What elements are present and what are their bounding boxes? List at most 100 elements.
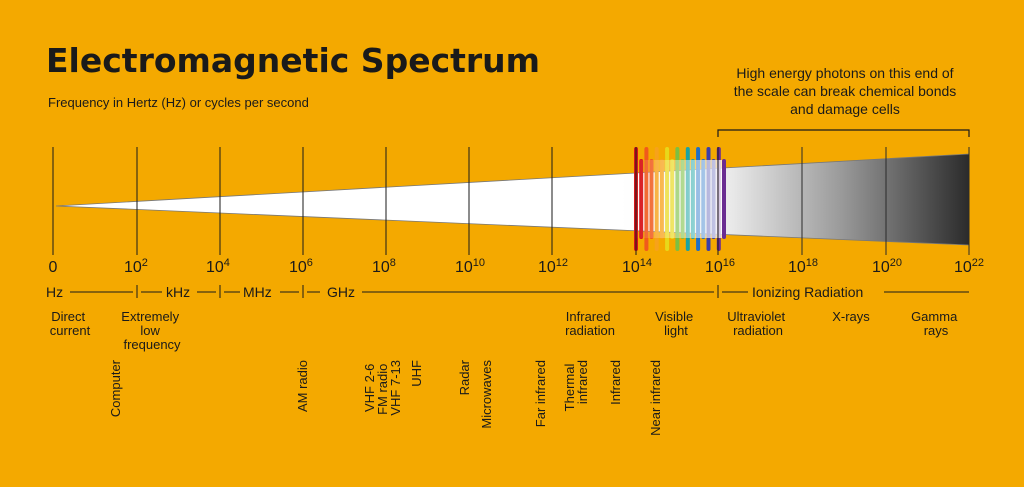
page-title: Electromagnetic Spectrum xyxy=(46,41,540,80)
category-gamma-rays: Gamma rays xyxy=(911,309,961,338)
unit-bands xyxy=(70,285,969,298)
category-line: Direct xyxy=(51,309,85,324)
frequency-gridlines xyxy=(52,147,970,255)
app-near-infrared: Near infrared xyxy=(648,360,663,436)
scale-label-14: 1014 xyxy=(622,257,652,276)
scale-base: 10 xyxy=(788,259,806,276)
scale-base: 10 xyxy=(954,259,972,276)
visible-light-glow xyxy=(634,160,722,238)
scale-exponent: 4 xyxy=(224,257,230,269)
scale-label-16: 1016 xyxy=(705,257,735,276)
ionizing-note-line: High energy photons on this end of xyxy=(736,65,953,81)
app-far-infrared: Far infrared xyxy=(533,360,548,427)
category-infrared-radiation: Infrared radiation xyxy=(565,309,615,338)
app-uhf: UHF xyxy=(409,360,424,387)
unit-label-mhz: MHz xyxy=(243,284,272,300)
frequency-scale: 0 102 104 106 108 1010 1012 1014 1016 10… xyxy=(49,257,985,276)
scale-base: 10 xyxy=(538,259,556,276)
scale-label-4: 104 xyxy=(206,257,230,276)
app-line: VHF 2-6 xyxy=(362,364,377,412)
app-line: AM radio xyxy=(295,360,310,412)
ionizing-bracket xyxy=(717,129,970,137)
app-infrared: Infrared xyxy=(608,360,623,405)
unit-label-khz: kHz xyxy=(166,284,190,300)
category-line: radiation xyxy=(733,323,783,338)
scale-base: 10 xyxy=(705,259,723,276)
app-line: Near infrared xyxy=(648,360,663,436)
scale-label-6: 106 xyxy=(289,257,313,276)
scale-label-0: 0 xyxy=(49,259,58,276)
app-line: Computer xyxy=(108,359,123,417)
category-line: Gamma xyxy=(911,309,958,324)
category-line: current xyxy=(50,323,91,338)
app-microwaves: Microwaves xyxy=(479,360,494,429)
app-vhf-fm-radio: VHF 2-6 FM radio VHF 7-13 xyxy=(362,360,403,416)
category-extremely-low-frequency: Extremely low frequency xyxy=(121,309,182,352)
visible-light-stripe xyxy=(722,159,726,239)
app-line: Thermal xyxy=(562,364,577,412)
category-line: rays xyxy=(924,323,949,338)
application-labels: Computer AM radio VHF 2-6 FM radio VHF 7… xyxy=(108,359,663,436)
scale-base: 0 xyxy=(49,259,58,276)
scale-exponent: 22 xyxy=(972,257,984,269)
scale-exponent: 6 xyxy=(307,257,313,269)
ionizing-note-line: and damage cells xyxy=(790,101,900,117)
scale-label-10: 1010 xyxy=(455,257,485,276)
scale-exponent: 16 xyxy=(723,257,735,269)
ionizing-radiation-label: Ionizing Radiation xyxy=(752,284,863,300)
app-line: infrared xyxy=(575,360,590,404)
scale-base: 10 xyxy=(289,259,307,276)
scale-label-12: 1012 xyxy=(538,257,568,276)
category-x-rays: X-rays xyxy=(832,309,870,324)
scale-label-8: 108 xyxy=(372,257,396,276)
scale-exponent: 10 xyxy=(473,257,485,269)
scale-base: 10 xyxy=(622,259,640,276)
app-radar: Radar xyxy=(457,359,472,395)
app-computer: Computer xyxy=(108,359,123,417)
category-line: X-rays xyxy=(832,309,870,324)
spectrum-wedge xyxy=(55,153,970,246)
axis-subtitle: Frequency in Hertz (Hz) or cycles per se… xyxy=(48,95,309,110)
app-thermal-infrared: Thermal infrared xyxy=(562,360,590,411)
scale-label-2: 102 xyxy=(124,257,148,276)
app-line: Infrared xyxy=(608,360,623,405)
app-line: Radar xyxy=(457,359,472,395)
app-line: Far infrared xyxy=(533,360,548,427)
category-line: Visible xyxy=(655,309,693,324)
unit-label-hz: Hz xyxy=(46,284,63,300)
app-am-radio: AM radio xyxy=(295,360,310,412)
category-labels: Direct current Extremely low frequency I… xyxy=(50,309,961,352)
category-line: Infrared xyxy=(566,309,611,324)
scale-base: 10 xyxy=(455,259,473,276)
app-line: VHF 7-13 xyxy=(388,360,403,416)
scale-exponent: 8 xyxy=(390,257,396,269)
category-line: Extremely xyxy=(121,309,179,324)
scale-base: 10 xyxy=(372,259,390,276)
app-line: Microwaves xyxy=(479,360,494,429)
scale-exponent: 12 xyxy=(556,257,568,269)
unit-label-ghz: GHz xyxy=(327,284,355,300)
scale-base: 10 xyxy=(206,259,224,276)
scale-exponent: 18 xyxy=(806,257,818,269)
scale-exponent: 14 xyxy=(640,257,652,269)
scale-exponent: 2 xyxy=(142,257,148,269)
category-line: low xyxy=(140,323,160,338)
visible-light-band xyxy=(634,147,726,251)
category-line: light xyxy=(664,323,688,338)
category-direct-current: Direct current xyxy=(50,309,91,338)
ionizing-note-line: the scale can break chemical bonds xyxy=(734,83,957,99)
category-line: radiation xyxy=(565,323,615,338)
scale-label-22: 1022 xyxy=(954,257,984,276)
app-line: FM radio xyxy=(375,364,390,415)
scale-exponent: 20 xyxy=(890,257,902,269)
category-line: Ultraviolet xyxy=(727,309,785,324)
scale-label-18: 1018 xyxy=(788,257,818,276)
app-line: UHF xyxy=(409,360,424,387)
category-visible-light: Visible light xyxy=(655,309,697,338)
scale-label-20: 1020 xyxy=(872,257,902,276)
scale-base: 10 xyxy=(124,259,142,276)
scale-base: 10 xyxy=(872,259,890,276)
category-ultraviolet-radiation: Ultraviolet radiation xyxy=(727,309,788,338)
category-line: frequency xyxy=(123,337,181,352)
